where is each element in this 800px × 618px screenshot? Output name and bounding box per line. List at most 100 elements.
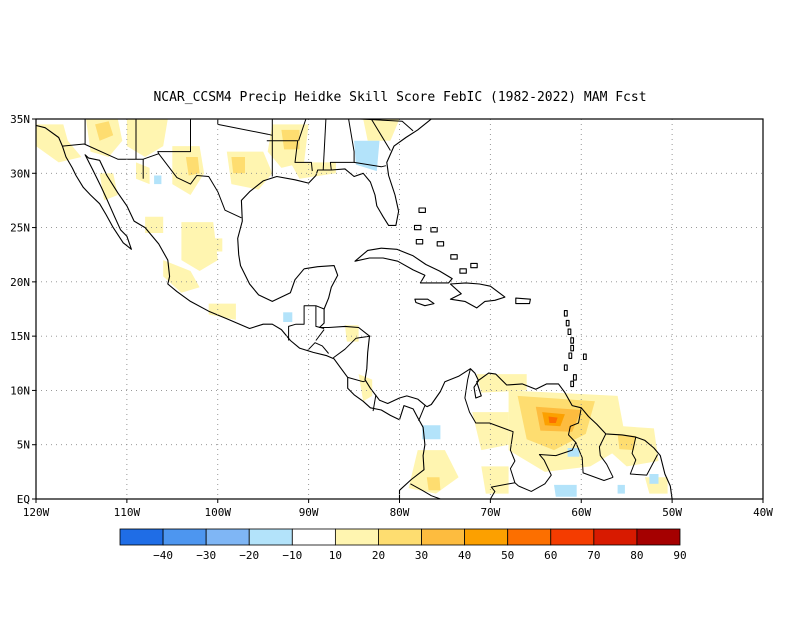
colorbar-swatch: [378, 528, 422, 546]
skill-region-pale-yellow: [472, 412, 509, 451]
colorbar-label: 90: [673, 549, 686, 562]
skill-region-pale-yellow: [481, 466, 509, 494]
border-venezuela-brazil-guyana: [518, 407, 582, 492]
bahamas-island: [436, 241, 445, 247]
lesser-antilles-island: [572, 374, 577, 381]
colorbar-swatch: [205, 528, 250, 546]
border-mexico-guatemala-belize: [288, 305, 325, 341]
skill-region-pale-yellow: [126, 119, 168, 157]
border-panama-colombia: [418, 405, 426, 421]
border-ms-al: [322, 119, 327, 171]
longitude-tick-label: 40W: [753, 506, 773, 519]
skill-region-light-blue: [567, 448, 580, 457]
latitude-tick-label: 30N: [10, 167, 30, 180]
skill-region-pale-yellow: [208, 238, 223, 252]
border-el-salvador: [307, 342, 329, 354]
border-honduras-nicaragua: [332, 335, 371, 359]
longitude-tick-label: 50W: [662, 506, 682, 519]
colorbar-swatch: [334, 528, 379, 546]
skill-region-light-orange: [231, 157, 245, 174]
skill-region-light-orange: [95, 121, 114, 141]
skill-region-light-blue: [422, 425, 441, 440]
skill-region-light-orange: [426, 477, 441, 491]
bahamas-island: [470, 262, 478, 269]
bahamas-island: [418, 207, 426, 213]
puerto-rico-outline: [515, 297, 531, 305]
latitude-tick-label: 15N: [10, 330, 30, 343]
border-guyana-suriname: [598, 433, 614, 478]
colorbar-label: 40: [458, 549, 471, 562]
skill-region-light-orange: [185, 157, 200, 176]
colorbar-label: −30: [196, 549, 216, 562]
colorbar-label: 80: [630, 549, 643, 562]
longitude-tick-label: 90W: [299, 506, 319, 519]
skill-region-light-orange: [281, 129, 300, 150]
jamaica-outline: [414, 298, 435, 307]
skill-region-pale-yellow: [363, 119, 400, 141]
bahamas-island: [413, 224, 422, 231]
lesser-antilles-island: [565, 319, 570, 327]
border-costa-rica-panama: [372, 394, 377, 412]
border-colombia-venezuela: [464, 368, 519, 487]
colorbar-swatch: [291, 528, 336, 546]
skill-region-red-orange: [548, 416, 558, 423]
colorbar-swatch: [162, 528, 207, 546]
lesser-antilles-island: [563, 364, 568, 371]
colorbar-swatch: [593, 528, 638, 546]
colorbar-label: 30: [415, 549, 428, 562]
south-america-north-coastline: [426, 368, 673, 499]
coastlines-and-borders: [36, 119, 673, 499]
colorbar-label: 20: [372, 549, 385, 562]
longitude-tick-label: 120W: [23, 506, 50, 519]
colorbar-swatch: [507, 528, 552, 546]
border-colombia-ecuador: [410, 483, 441, 499]
skill-region-light-blue: [354, 140, 380, 172]
skill-region-pale-yellow: [163, 260, 200, 293]
border-colombia-brazil: [489, 482, 515, 499]
latitude-tick-label: 20N: [10, 276, 30, 289]
colorbar-label: 10: [329, 549, 342, 562]
skill-region-light-blue: [283, 312, 293, 322]
colorbar-swatch: [636, 528, 681, 546]
skill-region-pale-yellow: [476, 374, 527, 393]
pacific-coastline: [36, 124, 426, 499]
colorbar-label: −40: [153, 549, 173, 562]
caribbean-central-america-coastline: [304, 265, 428, 408]
skill-region-light-blue: [554, 484, 577, 497]
border-al-ga-fl: [329, 119, 355, 171]
longitude-tick-label: 60W: [571, 506, 591, 519]
longitude-tick-label: 100W: [205, 506, 232, 519]
hispaniola-outline: [449, 282, 506, 309]
longitude-tick-label: 110W: [114, 506, 141, 519]
border-sc-nc: [360, 119, 414, 132]
longitude-tick-label: 70W: [480, 506, 500, 519]
cuba-outline: [354, 247, 453, 284]
color-bar: −40 −30 −20 −10 10 20 30 40 50 60 70 80 90: [119, 528, 687, 562]
border-nm-tx: [157, 119, 191, 154]
lesser-antilles-island: [570, 344, 575, 352]
border-ga-fl: [354, 161, 387, 168]
latitude-tick-label: 5N: [17, 439, 30, 452]
colorbar-label: 70: [587, 549, 600, 562]
bahamas-island: [415, 238, 424, 245]
colorbar-swatch: [550, 528, 595, 546]
skill-region-light-blue: [154, 175, 162, 185]
skill-region-pale-yellow: [408, 450, 459, 494]
colorbar-swatch: [421, 528, 466, 546]
colorbar-swatch: [248, 528, 293, 546]
longitude-tick-labels: 120W 110W 100W 90W 80W 70W 60W 50W 40W: [23, 506, 774, 519]
skill-region-pale-yellow: [181, 222, 218, 271]
skill-region-pale-yellow: [145, 216, 164, 233]
skill-region-pale-yellow: [36, 124, 82, 163]
border-tx-ok: [217, 119, 273, 136]
colorbar-label: 50: [501, 549, 514, 562]
latitude-tick-label: EQ: [17, 493, 30, 506]
border-ar-ms: [298, 119, 307, 141]
lesser-antilles-island: [582, 353, 587, 361]
colorbar-swatch: [464, 528, 509, 546]
border-guyana-brazil: [575, 442, 614, 481]
longitude-tick-label: 80W: [390, 506, 410, 519]
skill-region-pale-yellow: [208, 303, 236, 320]
colorbar-label: −10: [282, 549, 302, 562]
